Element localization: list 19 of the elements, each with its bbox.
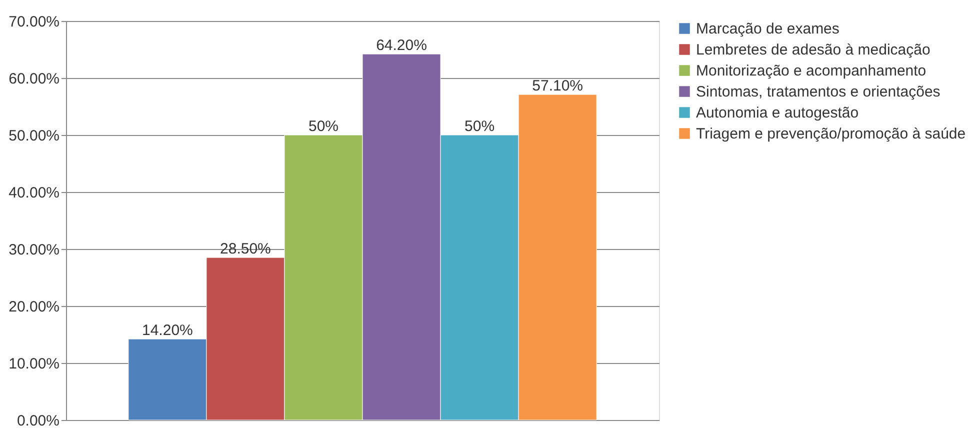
y-tick-label: 50.00% (8, 128, 60, 144)
data-label: 64.20% (376, 37, 427, 54)
y-tick-label: 0.00% (16, 412, 60, 430)
data-label: 50% (464, 118, 495, 135)
legend-label: Marcação de exames (696, 20, 840, 38)
data-label: 14.20% (142, 322, 193, 340)
legend-label: Sintomas, tratamentos e orientações (696, 84, 940, 100)
legend-label: Autonomia e autogestão (696, 104, 859, 122)
y-tick-label: 70.00% (8, 14, 60, 30)
y-tick-label: 20.00% (8, 298, 60, 316)
data-label: 50% (308, 118, 338, 135)
legend-label: Triagem e prevenção/promoção à saúde (696, 126, 966, 142)
legend-label: Monitorização e acompanhamento (696, 62, 926, 80)
legend-label: Lembretes de adesão à medicação (696, 42, 930, 58)
data-label: 57.10% (532, 78, 584, 95)
y-tick-label: 10.00% (8, 356, 60, 372)
y-tick-label: 40.00% (8, 184, 60, 202)
y-tick-label: 60.00% (8, 70, 60, 88)
y-tick-label: 30.00% (8, 242, 60, 258)
